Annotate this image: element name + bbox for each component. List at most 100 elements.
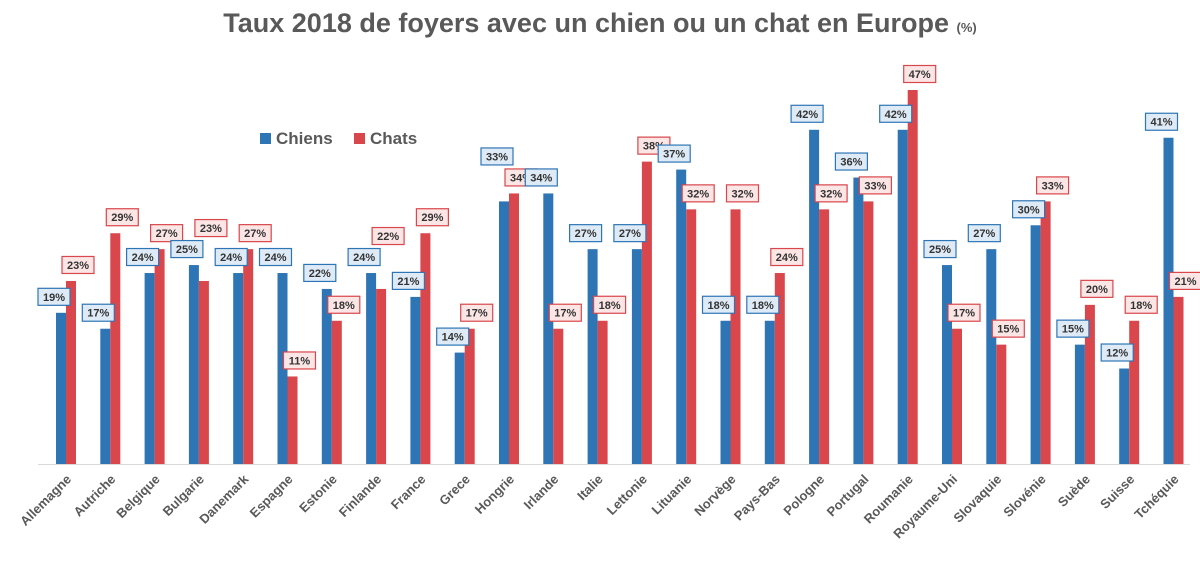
data-label-box	[592, 295, 627, 314]
data-label-text: 42%	[796, 109, 818, 121]
data-label-box	[967, 224, 1001, 243]
data-label-text: 47%	[909, 69, 931, 81]
data-label-box	[657, 144, 691, 163]
data-label-0-4: 24%	[214, 247, 248, 267]
data-label-text: 24%	[353, 252, 375, 264]
bar-chiens-1	[100, 328, 111, 464]
x-tick-label-16: Pays-Bas	[731, 472, 783, 524]
bar-chiens-2	[144, 273, 155, 464]
x-tick-label-21: Slovaquie	[950, 472, 1004, 526]
data-label-text: 34%	[530, 172, 552, 184]
x-tick-label-4: Danemark	[196, 471, 252, 527]
data-label-text: 15%	[997, 324, 1019, 336]
bar-chats-11	[553, 328, 564, 464]
bar-chats-10	[509, 193, 519, 464]
data-label-box	[548, 303, 582, 322]
bar-chiens-21	[986, 249, 997, 464]
data-label-text: 18%	[1130, 300, 1152, 312]
data-label-box	[170, 239, 204, 259]
x-tick-labels-group: AllemagneAutricheBelgiqueBulgarieDanemar…	[17, 471, 1182, 541]
data-label-box	[81, 303, 115, 322]
bar-chats-15	[730, 209, 741, 464]
data-label-box	[991, 319, 1025, 338]
data-label-box	[303, 263, 337, 283]
data-label-box	[1011, 200, 1046, 219]
bar-chiens-15	[720, 320, 731, 464]
data-label-text: 27%	[575, 228, 597, 240]
data-label-1-25: 21%	[1168, 271, 1200, 290]
data-label-box	[1056, 319, 1090, 338]
data-label-text: 33%	[1042, 180, 1064, 192]
data-label-1-7: 22%	[371, 226, 405, 246]
bar-chats-18	[863, 201, 874, 465]
data-label-box	[105, 208, 139, 227]
data-label-box	[436, 327, 470, 346]
x-tick-label-23: Suède	[1055, 472, 1093, 510]
bar-chats-25	[1173, 296, 1184, 464]
chart-title-text: Taux 2018 de foyers avec un chien ou un …	[223, 8, 949, 38]
bar-chats-0	[66, 280, 76, 464]
data-label-box	[903, 64, 937, 84]
data-label-text: 27%	[244, 228, 266, 240]
data-label-0-11: 34%	[524, 168, 558, 187]
data-label-1-17: 32%	[814, 184, 848, 203]
data-label-text: 17%	[466, 308, 488, 320]
bar-chats-20	[952, 328, 962, 464]
data-label-1-18: 33%	[858, 176, 893, 195]
data-label-text: 25%	[176, 244, 198, 256]
x-tick-label-0: Allemagne	[17, 472, 74, 529]
data-label-box	[1144, 112, 1179, 131]
bar-chiens-25	[1163, 137, 1174, 464]
bar-chats-9	[464, 328, 475, 464]
x-tick-label-13: Lettonie	[604, 472, 650, 518]
data-label-box	[125, 247, 160, 267]
data-label-box	[947, 303, 981, 322]
data-label-1-23: 20%	[1080, 279, 1114, 298]
data-label-1-16: 24%	[770, 247, 804, 267]
bar-chats-12	[597, 320, 608, 464]
bar-chats-16	[774, 273, 785, 464]
data-label-box	[238, 224, 272, 243]
bars-group	[56, 90, 1184, 465]
data-label-box	[701, 295, 736, 314]
data-label-box	[814, 184, 848, 203]
data-label-0-9: 14%	[436, 327, 470, 346]
data-label-text: 19%	[43, 292, 65, 304]
data-label-0-5: 24%	[258, 247, 293, 267]
data-label-box	[770, 247, 804, 267]
data-label-box	[415, 208, 449, 227]
bar-chiens-23	[1074, 344, 1085, 464]
x-tick-label-17: Pologne	[780, 472, 827, 519]
data-label-1-14: 32%	[681, 184, 715, 203]
x-tick-label-2: Belgique	[113, 472, 162, 521]
data-label-box	[391, 271, 425, 290]
data-label-box	[524, 168, 558, 187]
data-label-1-0: 23%	[61, 255, 95, 275]
data-label-text: 24%	[132, 252, 154, 264]
data-label-box	[1035, 176, 1070, 195]
data-label-text: 27%	[156, 228, 178, 240]
x-tick-label-12: Italie	[574, 472, 606, 504]
x-tick-label-6: Estonie	[296, 472, 340, 516]
data-label-box	[613, 224, 647, 243]
data-label-0-20: 25%	[923, 239, 957, 259]
data-label-text: 29%	[421, 212, 443, 224]
data-label-1-22: 33%	[1035, 176, 1070, 195]
x-tick-label-25: Tchéquie	[1131, 472, 1181, 522]
data-label-box	[790, 104, 824, 123]
bar-chiens-7	[366, 273, 377, 464]
data-label-0-0: 19%	[37, 287, 71, 306]
bar-chats-21	[996, 344, 1007, 464]
data-label-text: 14%	[442, 332, 464, 344]
data-label-0-25: 41%	[1144, 112, 1179, 131]
data-label-1-4: 27%	[238, 224, 272, 243]
data-label-box	[214, 247, 248, 267]
bar-chats-4	[243, 249, 254, 464]
data-label-0-24: 12%	[1100, 343, 1134, 362]
data-label-text: 20%	[1086, 284, 1108, 296]
legend: Chiens Chats	[260, 129, 417, 148]
data-label-box	[879, 104, 913, 123]
data-label-1-21: 15%	[991, 319, 1025, 338]
bar-chiens-0	[56, 312, 66, 464]
x-tick-label-24: Suisse	[1097, 472, 1137, 512]
